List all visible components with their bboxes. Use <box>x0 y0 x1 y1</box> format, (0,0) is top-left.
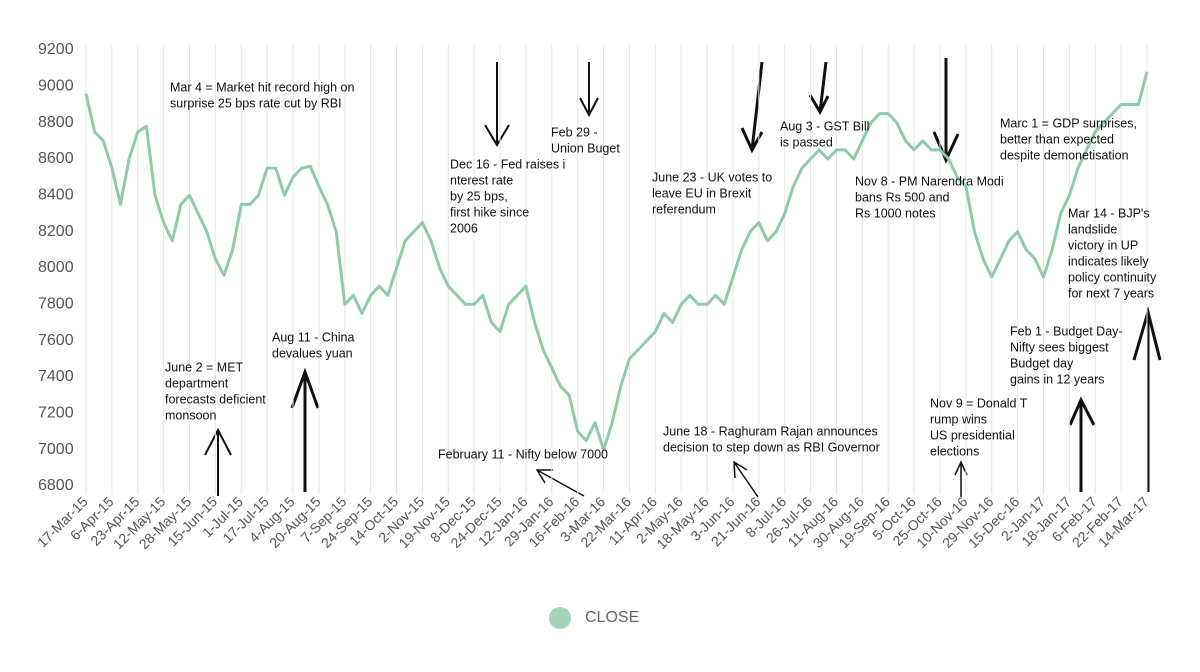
annotation: department <box>165 376 229 390</box>
annotation: Nov 9 = Donald T <box>930 396 1028 410</box>
annotation: leave EU in Brexit <box>652 186 752 200</box>
annotation: by 25 bps, <box>450 189 508 203</box>
annotation: Rs 1000 notes <box>855 206 936 220</box>
annotation: referendum <box>652 202 716 216</box>
annotation: monsoon <box>165 408 216 422</box>
line <box>84 71 1149 452</box>
arrow <box>1068 396 1096 492</box>
arrow <box>290 367 320 492</box>
annotation: bans Rs 500 and <box>855 190 950 204</box>
annotation: Budget day <box>1010 356 1074 370</box>
annotation: US presidential <box>930 428 1015 442</box>
annotation: Nov 8 - PM Narendra Modi <box>855 174 1004 188</box>
annotation: first hike since <box>450 205 529 219</box>
annotation: better than expected <box>1000 132 1114 146</box>
y-tick-label: 8200 <box>38 223 74 240</box>
arrow <box>954 460 968 497</box>
y-tick-label: 7800 <box>38 296 74 313</box>
y-tick-label: 8400 <box>38 187 74 204</box>
arrow <box>733 460 759 498</box>
annotation: elections <box>930 444 979 458</box>
annotation: Union Buget <box>551 141 620 155</box>
annotation: surprise 25 bps rate cut by RBI <box>170 96 342 110</box>
plot: 6800 7000 7200 7400 7600 7800 8000 8200 8400 8600… <box>34 41 1157 552</box>
annotation: June 18 - Raghuram Rajan announces <box>663 424 878 438</box>
y-tick-label: 7600 <box>38 332 74 349</box>
annotation: landslide <box>1068 222 1117 236</box>
annotation: Mar 14 - BJP's <box>1068 206 1150 220</box>
y-tick-label: 8600 <box>38 150 74 167</box>
annotation: February 11 - Nifty below 7000 <box>438 447 608 461</box>
annotation: June 2 = MET <box>165 360 244 374</box>
y-tick-label: 7000 <box>38 441 74 458</box>
annotation: Feb 1 - Budget Day- <box>1010 324 1123 338</box>
annotation: victory in UP <box>1068 238 1138 252</box>
annotation: indicates likely <box>1068 254 1149 268</box>
annotation: forecasts deficient <box>165 392 266 406</box>
y-tick-label: 8800 <box>38 114 74 131</box>
arrow <box>484 62 510 147</box>
annotation: policy continuity <box>1068 270 1157 284</box>
y-tick-label: 7200 <box>38 405 74 422</box>
legend-swatch <box>549 607 571 629</box>
annotation: devalues yuan <box>272 346 353 360</box>
y-tick-label: 6800 <box>38 477 74 494</box>
y-tick-label: 9000 <box>38 78 74 95</box>
annotation: Mar 4 = Market hit record high on <box>170 80 355 94</box>
annotation: Aug 11 - China <box>272 330 355 344</box>
annotation: Nifty sees biggest <box>1010 340 1109 354</box>
annotation: June 23 - UK votes to <box>652 170 772 184</box>
y-tick-label: 8000 <box>38 259 74 276</box>
y-tick-label: 9200 <box>38 41 74 58</box>
annotation: despite demonetisation <box>1000 148 1129 162</box>
annotation: Feb 29 - <box>551 125 598 139</box>
arrows <box>204 58 1162 498</box>
arrow <box>535 469 585 497</box>
annotation: Marc 1 = GDP surprises, <box>1000 116 1137 130</box>
annotation: 2006 <box>450 221 478 235</box>
annotation: Dec 16 - Fed raises i <box>450 157 565 171</box>
arrow <box>932 58 960 164</box>
arrow <box>1132 306 1162 492</box>
annotation: Aug 3 - GST Bill <box>780 119 869 133</box>
arrow <box>204 427 232 496</box>
annotation: decision to step down as RBI Governor <box>663 440 880 454</box>
arrow <box>579 62 599 118</box>
annotation: is passed <box>780 135 833 149</box>
annotation: rump wins <box>930 412 987 426</box>
annotation: for next 7 years <box>1068 286 1154 300</box>
y-tick-label: 7400 <box>38 368 74 385</box>
legend-label: CLOSE <box>585 609 639 626</box>
annotation: gains in 12 years <box>1010 372 1105 386</box>
annotation: nterest rate <box>450 173 513 187</box>
arrow <box>808 61 830 116</box>
